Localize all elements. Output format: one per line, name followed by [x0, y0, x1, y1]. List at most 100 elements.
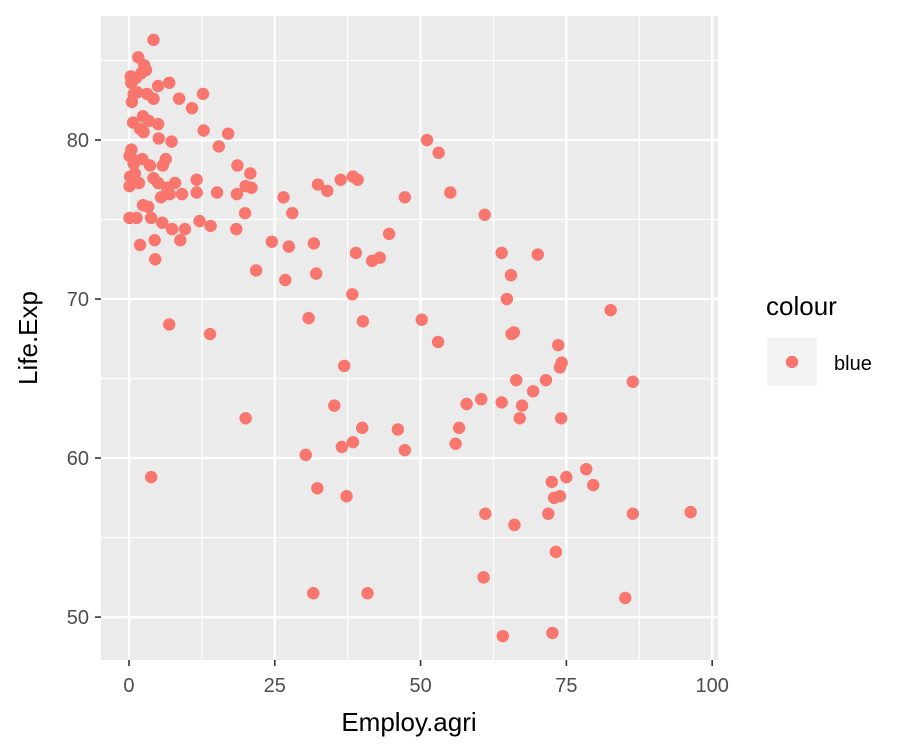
data-point: [365, 254, 379, 268]
y-axis: 50 60 70 80: [67, 130, 101, 629]
data-point: [231, 159, 244, 172]
data-point: [286, 206, 299, 220]
legend-key-point: [785, 355, 799, 369]
data-point: [172, 92, 186, 105]
x-tick-label: 0: [123, 675, 134, 697]
data-point: [125, 95, 139, 109]
data-point: [190, 173, 203, 186]
data-point: [515, 399, 529, 412]
legend: colour blue: [766, 291, 872, 386]
minor-gridlines: [101, 16, 718, 660]
data-point: [356, 315, 370, 328]
data-point: [307, 237, 321, 250]
y-tick-label: 50: [67, 607, 89, 629]
data-point: [328, 399, 341, 412]
data-point: [334, 173, 347, 186]
data-point: [212, 140, 226, 153]
data-point: [340, 490, 353, 503]
legend-label-blue: blue: [834, 353, 872, 375]
data-point: [552, 338, 565, 352]
data-point: [432, 146, 445, 159]
data-point: [475, 393, 488, 406]
x-axis-title: Employ.agri: [341, 707, 476, 737]
data-point: [230, 222, 243, 236]
data-point: [239, 412, 252, 425]
data-point: [361, 587, 374, 600]
y-tick-label: 70: [67, 289, 89, 311]
data-point: [307, 587, 320, 600]
data-point: [452, 421, 466, 435]
data-point: [549, 545, 563, 559]
data-point: [137, 125, 150, 139]
data-point: [351, 173, 364, 186]
data-point: [147, 92, 160, 105]
data-point: [204, 219, 217, 233]
data-point: [230, 187, 244, 201]
data-point: [356, 421, 369, 435]
data-point: [626, 375, 640, 388]
data-point: [626, 507, 640, 520]
data-point: [279, 273, 292, 287]
data-point: [196, 87, 210, 101]
data-point: [147, 33, 160, 47]
data-point: [539, 373, 553, 387]
data-points: [123, 33, 697, 643]
data-point: [221, 127, 235, 140]
data-point: [346, 288, 359, 301]
data-point: [444, 186, 457, 199]
data-point: [282, 240, 295, 253]
data-point: [144, 211, 158, 225]
data-point: [149, 253, 162, 266]
data-point: [210, 186, 224, 199]
data-point: [178, 222, 192, 236]
data-point: [249, 264, 263, 277]
data-point: [190, 186, 203, 199]
x-tick-label: 50: [409, 675, 431, 697]
data-point: [321, 184, 334, 198]
data-point: [156, 216, 169, 229]
data-point: [415, 313, 428, 326]
y-tick-label: 60: [67, 448, 89, 470]
data-point: [531, 248, 544, 261]
data-point: [382, 227, 396, 241]
data-point: [127, 157, 140, 171]
data-point: [136, 199, 150, 212]
data-point: [238, 206, 252, 220]
data-point: [349, 246, 363, 260]
data-point: [154, 191, 168, 204]
data-point: [302, 311, 315, 325]
data-point: [165, 222, 179, 236]
data-point: [391, 423, 405, 436]
data-point: [123, 179, 136, 193]
data-point: [398, 191, 412, 204]
data-point: [346, 435, 360, 449]
data-point: [174, 234, 187, 247]
data-point: [604, 303, 617, 317]
data-point: [587, 478, 600, 492]
data-point: [148, 234, 161, 247]
data-point: [311, 178, 325, 191]
data-point: [500, 292, 514, 306]
data-point: [510, 373, 523, 387]
data-point: [197, 124, 210, 137]
data-point: [299, 448, 312, 462]
data-point: [139, 63, 153, 77]
data-point: [203, 327, 217, 341]
data-point: [504, 268, 518, 282]
data-point: [495, 396, 508, 409]
data-point: [546, 626, 559, 640]
data-point: [449, 437, 462, 450]
x-axis: 0 25 50 75 100: [123, 660, 729, 697]
data-point: [185, 102, 199, 115]
legend-title: colour: [766, 291, 837, 321]
data-point: [555, 356, 568, 369]
x-tick-label: 100: [695, 675, 728, 697]
y-axis-title: Life.Exp: [13, 291, 43, 385]
data-point: [337, 359, 351, 373]
data-point: [142, 114, 156, 128]
data-point: [144, 470, 158, 484]
data-point: [554, 412, 568, 425]
data-point: [265, 235, 279, 248]
data-point: [513, 412, 526, 425]
